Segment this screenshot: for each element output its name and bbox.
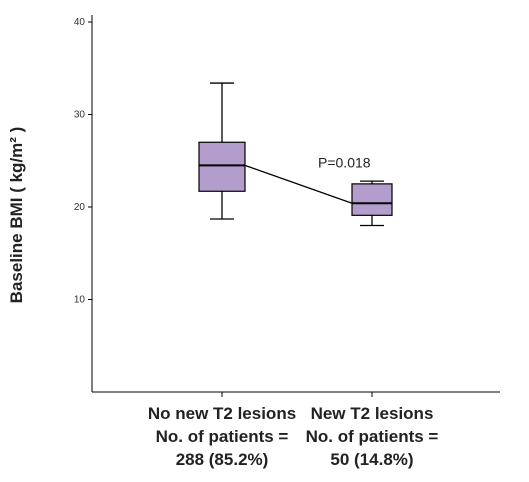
box-iqr — [351, 183, 393, 216]
y-tick-label: 20 — [74, 202, 86, 213]
y-tick-label: 10 — [74, 295, 86, 306]
box-iqr — [198, 141, 246, 192]
category-label-line: 288 (85.2%) — [176, 450, 269, 469]
category-label-line: No. of patients = — [156, 427, 289, 446]
y-tick-label: 40 — [74, 17, 86, 28]
median-connector-line — [244, 164, 353, 204]
x-axis-category-labels: No new T2 lesions No. of patients = 288 (8… — [148, 404, 439, 469]
y-axis-label: Baseline BMI ( kg/m² ) — [7, 127, 26, 304]
y-axis-ticks: 10 20 30 40 — [74, 17, 92, 306]
category-label-line: 50 (14.8%) — [330, 450, 413, 469]
axes — [91, 15, 500, 393]
category-label-line: New T2 lesions — [311, 404, 434, 423]
category-label-line: No. of patients = — [306, 427, 439, 446]
y-tick-label: 30 — [74, 110, 86, 121]
boxes — [198, 82, 393, 397]
category-label-line: No new T2 lesions — [148, 404, 296, 423]
p-value-annotation: P=0.018 — [318, 154, 371, 170]
